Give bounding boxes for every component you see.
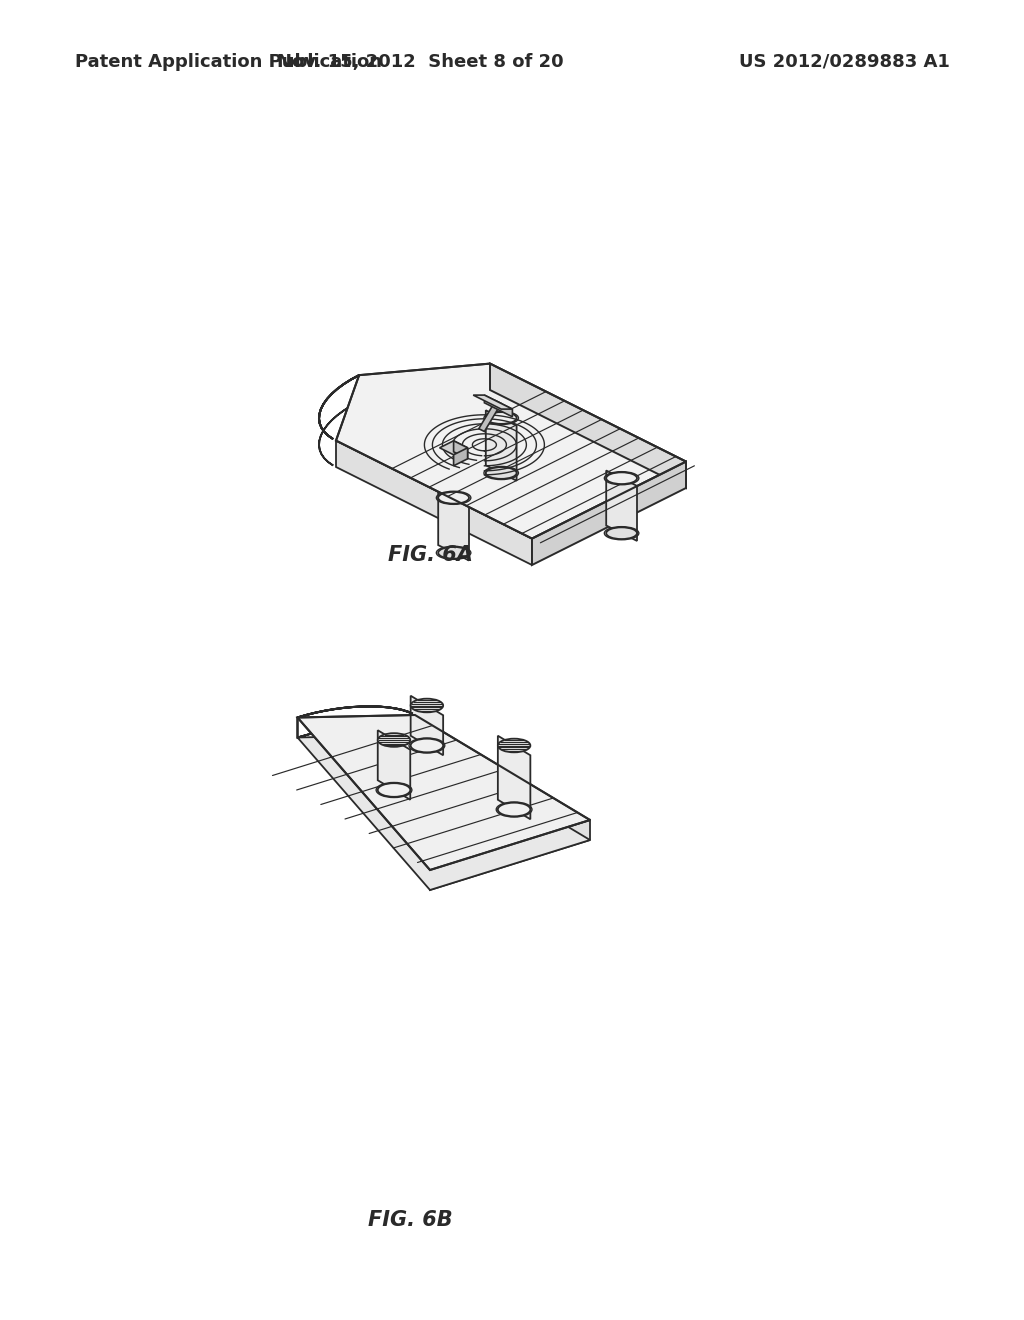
Polygon shape [498, 735, 530, 820]
Text: US 2012/0289883 A1: US 2012/0289883 A1 [739, 53, 950, 71]
Ellipse shape [606, 473, 637, 484]
Polygon shape [298, 706, 590, 870]
Polygon shape [479, 401, 501, 432]
Polygon shape [454, 447, 468, 466]
Polygon shape [298, 726, 590, 890]
Polygon shape [336, 441, 532, 565]
Ellipse shape [606, 528, 637, 539]
Text: Patent Application Publication: Patent Application Publication [75, 53, 382, 71]
Ellipse shape [411, 698, 443, 713]
Polygon shape [490, 363, 686, 488]
Ellipse shape [498, 803, 530, 816]
Polygon shape [454, 441, 468, 459]
Text: FIG. 6B: FIG. 6B [368, 1210, 453, 1230]
Polygon shape [606, 470, 637, 541]
Polygon shape [319, 375, 359, 466]
Ellipse shape [438, 492, 469, 504]
Polygon shape [298, 706, 413, 738]
Text: Nov. 15, 2012  Sheet 8 of 20: Nov. 15, 2012 Sheet 8 of 20 [276, 53, 563, 71]
Polygon shape [378, 730, 411, 800]
Text: FIG. 6A: FIG. 6A [387, 545, 472, 565]
Polygon shape [484, 395, 512, 417]
Polygon shape [319, 363, 686, 539]
Ellipse shape [498, 739, 530, 752]
Ellipse shape [485, 412, 516, 424]
Polygon shape [473, 395, 512, 409]
Polygon shape [439, 441, 468, 455]
Polygon shape [430, 820, 590, 890]
Ellipse shape [378, 783, 411, 797]
Ellipse shape [378, 733, 411, 747]
Ellipse shape [485, 467, 516, 479]
Polygon shape [411, 696, 443, 755]
Polygon shape [438, 490, 469, 561]
Polygon shape [485, 411, 516, 480]
Ellipse shape [438, 546, 469, 558]
Polygon shape [532, 462, 686, 565]
Ellipse shape [411, 739, 443, 752]
